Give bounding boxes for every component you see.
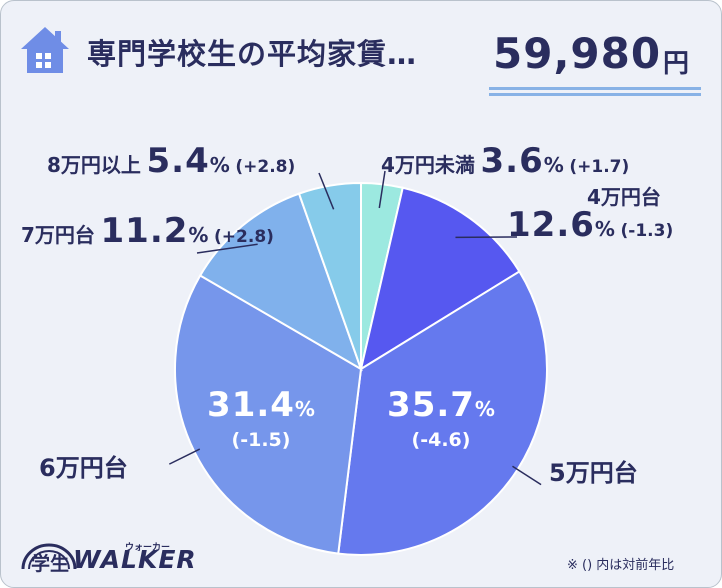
inside-label-50k-change: (-4.6) [411, 429, 471, 451]
label-40k-name-box: 4万円台 [587, 181, 661, 210]
logo-arc-icon [21, 543, 77, 570]
label-60k: 6万円台 [39, 448, 128, 483]
label-70k-name: 7万円台 [21, 223, 95, 247]
pie-slice-70k [198, 192, 363, 372]
leader-line-60k [168, 448, 201, 465]
label-under-40k-name: 4万円未満 [381, 153, 475, 177]
leader-line-50k [512, 465, 542, 486]
label-40k-unit: % [594, 217, 615, 241]
inside-label-60k-unit: % [294, 397, 315, 421]
pie-slice-40k [359, 186, 521, 372]
inside-label-50k-pct: 35.7 [387, 385, 475, 425]
label-70k-change: (+2.8) [214, 227, 274, 247]
label-over-80k-change: (+2.8) [235, 157, 296, 177]
inside-label-50k-unit: % [474, 397, 495, 421]
inside-label-60k-change: (-1.5) [231, 429, 291, 451]
label-over-80k: 8万円以上 5.4% (+2.8) [47, 141, 295, 181]
logo-text-kana: ウォーカー [125, 543, 171, 553]
value-underline-2 [489, 93, 701, 96]
value-underline-1 [489, 87, 701, 90]
label-over-80k-name: 8万円以上 [47, 153, 141, 177]
pie-slice-over-80k [297, 181, 362, 370]
label-40k: 12.6% (-1.3) [507, 205, 673, 245]
label-over-80k-pct: 5.4 [146, 141, 210, 181]
label-70k: 7万円台 11.2% (+2.8) [21, 211, 274, 251]
label-40k-change: (-1.3) [620, 221, 674, 241]
leader-line-70k [196, 243, 258, 254]
average-rent-value: 59,980 [493, 29, 662, 78]
house-icon [21, 27, 69, 73]
label-under-40k-unit: % [543, 153, 564, 177]
label-40k-pct: 12.6 [507, 205, 595, 245]
page-title: 専門学校生の平均家賃… [87, 37, 418, 71]
label-70k-pct: 11.2 [100, 211, 189, 251]
label-60k-name: 6万円台 [39, 454, 128, 482]
logo-text-gakusei: 学生 [31, 553, 70, 575]
label-50k-name: 5万円台 [549, 459, 638, 487]
label-70k-unit: % [188, 223, 209, 247]
label-40k-name: 4万円台 [587, 185, 661, 209]
logo-text-walker: WALKER [73, 545, 197, 574]
label-over-80k-unit: % [209, 153, 230, 177]
footnote: ※ () 内は対前年比 [567, 558, 675, 573]
leader-line-over-80k [318, 172, 335, 210]
inside-label-60k: 31.4% (-1.5) [191, 385, 331, 451]
label-under-40k-pct: 3.6 [480, 141, 544, 181]
label-under-40k-change: (+1.7) [569, 157, 630, 177]
average-rent-unit: 円 [663, 49, 690, 79]
leader-line-under-40k [378, 170, 386, 209]
inside-label-60k-pct: 31.4 [207, 385, 295, 425]
inside-label-50k: 35.7% (-4.6) [371, 385, 511, 451]
label-under-40k: 4万円未満 3.6% (+1.7) [381, 141, 629, 181]
label-50k: 5万円台 [549, 453, 638, 488]
